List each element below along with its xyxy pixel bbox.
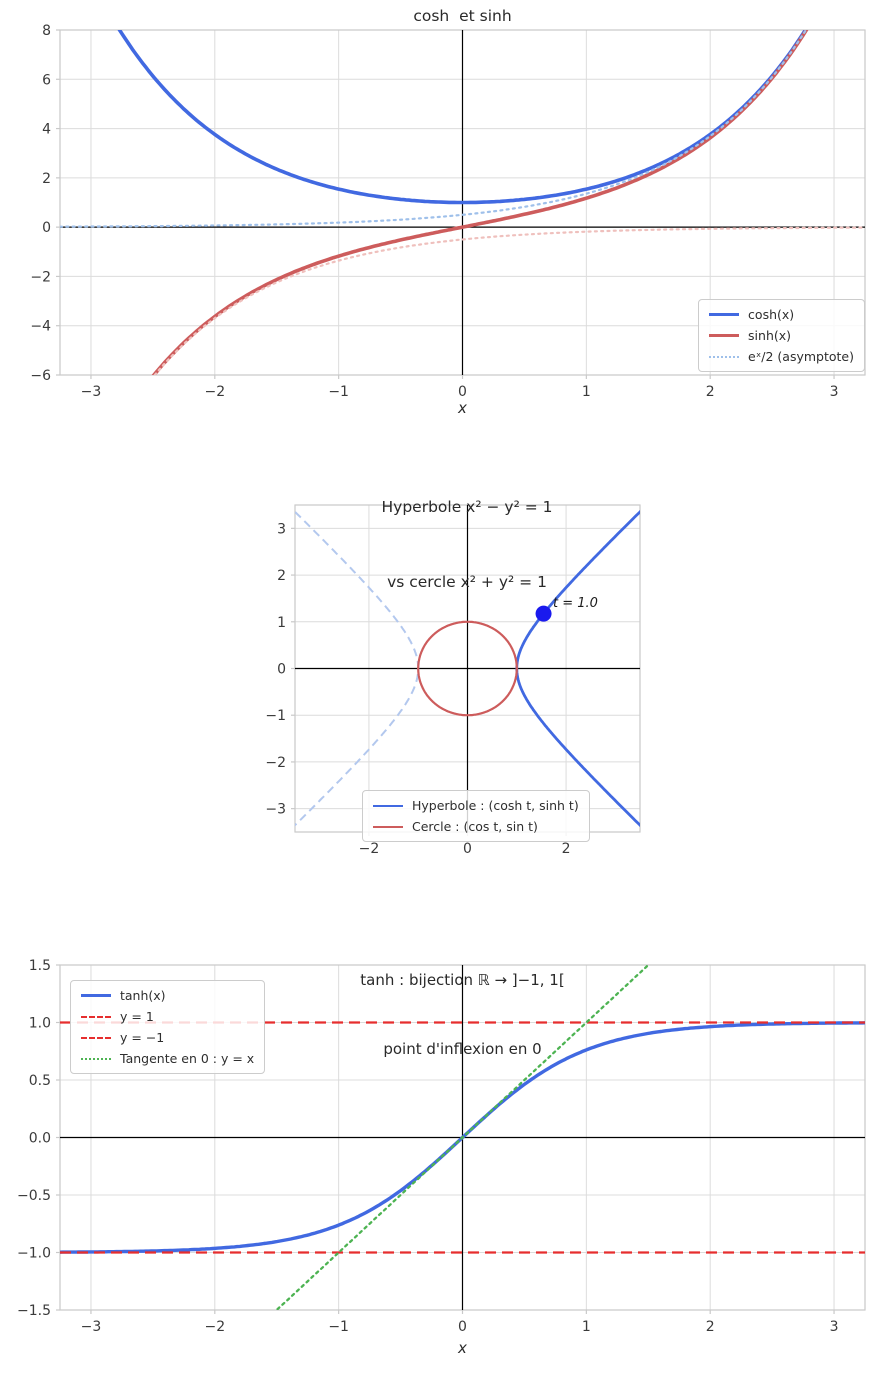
chart1-title: cosh et sinh (413, 7, 512, 25)
y-tick-label: 2 (277, 568, 286, 584)
legend-label: cosh(x) (748, 307, 795, 322)
x-tick-label: −3 (81, 1319, 102, 1335)
legend-label: sinh(x) (748, 328, 792, 343)
chart3-title: tanh : bijection ℝ → ]−1, 1[ point d'inf… (60, 923, 865, 1107)
legend-label: Tangente en 0 : y = x (120, 1051, 255, 1066)
legend-item: tanh(x) (81, 988, 254, 1003)
legend-tanh: tanh(x) y = 1 y = −1 Tangente en 0 : y = x (70, 980, 266, 1074)
x-tick-label: −2 (204, 1319, 225, 1335)
y-tick-label: −3 (265, 802, 286, 818)
legend-swatch-dashed (81, 1036, 111, 1039)
x-tick-label: 1 (582, 1319, 591, 1335)
legend-label: Hyperbole : (cosh t, sinh t) (412, 798, 579, 813)
chart2-title-line1: Hyperbole x² − y² = 1 (381, 498, 553, 516)
chart3-title-line1: tanh : bijection ℝ → ]−1, 1[ (360, 971, 565, 989)
legend-item: Hyperbole : (cosh t, sinh t) (373, 798, 579, 813)
y-tick-label: 0 (42, 220, 51, 236)
series-group (60, 30, 865, 375)
series-identity (275, 965, 650, 1310)
legend-item: sinh(x) (709, 328, 854, 343)
legend-item: cosh(x) (709, 307, 854, 322)
legend-label: Cercle : (cos t, sin t) (412, 819, 538, 834)
y-tick-label: 8 (42, 23, 51, 39)
legend-swatch-dashed (81, 1015, 111, 1018)
y-tick-label: 1.0 (29, 1016, 51, 1032)
x-tick-label: 2 (562, 841, 571, 857)
x-tick-label: −1 (328, 1319, 349, 1335)
legend-cosh-sinh: cosh(x) sinh(x) eˣ/2 (asymptote) (698, 299, 865, 372)
legend-item: y = 1 (81, 1009, 254, 1024)
chart3-xaxis-label: x (458, 1339, 467, 1357)
x-tick-label: 0 (463, 841, 472, 857)
subplot-cosh-sinh: −3 −2 −1 0 1 2 3 −6 −4 −2 0 2 4 6 8 (30, 23, 866, 400)
y-tick-label: −1 (265, 708, 286, 724)
y-tick-label: 0 (277, 662, 286, 678)
y-tick-label: 1 (277, 615, 286, 631)
x-tick-label: 2 (706, 1319, 715, 1335)
series-group (60, 965, 865, 1310)
y-tick-label: −1.5 (17, 1303, 51, 1319)
legend-swatch-solid (373, 804, 403, 807)
y-tick-label: −2 (30, 269, 51, 285)
x-tick-label: 1 (582, 384, 591, 400)
y-tick-label: 1.5 (29, 958, 51, 974)
legend-item: y = −1 (81, 1030, 254, 1045)
y-tick-label: 2 (42, 171, 51, 187)
x-tick-label: −3 (81, 384, 102, 400)
y-tick-label: −4 (30, 319, 51, 335)
point-annotation: t = 1.0 (553, 596, 598, 611)
chart1-xaxis-label: x (458, 399, 467, 417)
marked-point (535, 605, 552, 622)
legend-item: eˣ/2 (asymptote) (709, 349, 854, 364)
x-tick-label: 3 (830, 384, 839, 400)
y-tick-label: −6 (30, 368, 51, 384)
legend-item: Tangente en 0 : y = x (81, 1051, 254, 1066)
legend-label: y = −1 (120, 1030, 165, 1045)
chart2-title: Hyperbole x² − y² = 1 vs cercle x² + y² … (267, 445, 667, 645)
legend-swatch-dotted (81, 1057, 111, 1060)
y-tick-label: 3 (277, 521, 286, 537)
x-tick-label: −1 (328, 384, 349, 400)
legend-label: eˣ/2 (asymptote) (748, 349, 854, 364)
y-tick-label: 0.0 (29, 1131, 51, 1147)
legend-item: Cercle : (cos t, sin t) (373, 819, 579, 834)
legend-swatch-solid (709, 334, 740, 337)
y-tick-label: 4 (42, 122, 51, 138)
y-tick-label: 6 (42, 72, 51, 88)
y-tick-label: −0.5 (17, 1188, 51, 1204)
x-tick-label: 2 (706, 384, 715, 400)
series-group (295, 509, 640, 828)
y-tick-label: −2 (265, 755, 286, 771)
legend-label: y = 1 (120, 1009, 154, 1024)
series-exp_half (60, 30, 808, 228)
legend-swatch-solid (373, 825, 403, 828)
y-tick-label: −1.0 (17, 1246, 51, 1262)
x-tick-label: 0 (458, 1319, 467, 1335)
legend-label: tanh(x) (120, 988, 166, 1003)
x-tick-label: 0 (458, 384, 467, 400)
x-tick-label: −2 (204, 384, 225, 400)
legend-swatch-solid (81, 994, 111, 997)
chart3-title-line2: point d'inflexion en 0 (383, 1040, 542, 1058)
x-tick-label: 3 (830, 1319, 839, 1335)
x-tick-label: −2 (359, 841, 380, 857)
legend-hyperbola-circle: Hyperbole : (cosh t, sinh t) Cercle : (co… (362, 790, 590, 842)
chart2-title-line2: vs cercle x² + y² = 1 (387, 573, 547, 591)
series-neg_exp_neg_half (153, 226, 865, 375)
legend-swatch-solid (709, 313, 740, 316)
y-tick-label: 0.5 (29, 1073, 51, 1089)
series-circle (417, 620, 518, 717)
legend-swatch-dotted (709, 355, 740, 358)
